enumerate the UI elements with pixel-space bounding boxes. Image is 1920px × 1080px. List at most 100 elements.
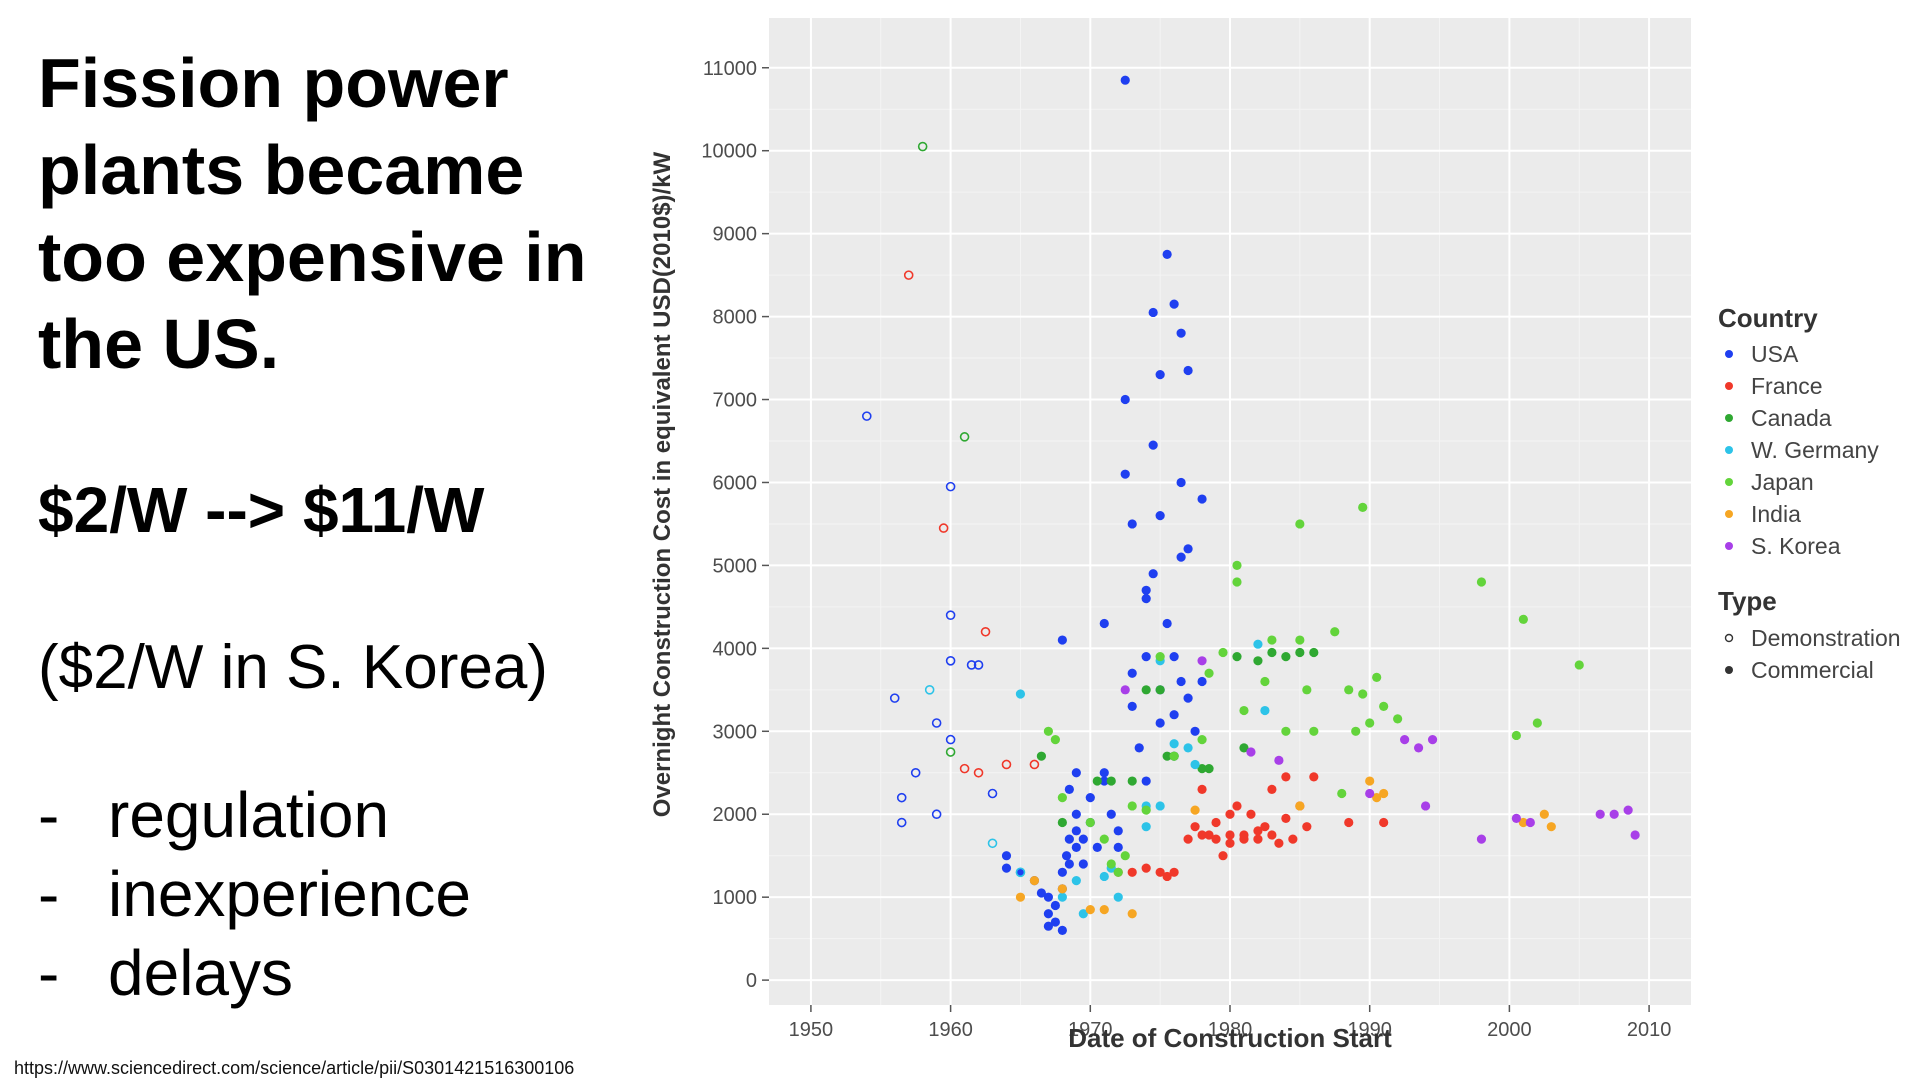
data-point-japan-commercial xyxy=(1574,660,1584,670)
data-point-s-korea-commercial xyxy=(1197,656,1207,666)
data-point-france-commercial xyxy=(1344,817,1354,828)
data-point-france-demonstration xyxy=(903,270,914,280)
data-point-india-commercial xyxy=(1518,817,1528,828)
data-point-usa-commercial xyxy=(1141,593,1151,604)
y-tick-label: 5000 xyxy=(713,555,758,577)
legend-type-title: Type xyxy=(1718,586,1777,616)
data-point-w-germany-commercial xyxy=(1190,759,1200,770)
data-point-japan-commercial xyxy=(1295,519,1305,529)
headline-line: the US. xyxy=(38,305,280,383)
legend-key-canada xyxy=(1725,414,1733,422)
data-point-france-commercial xyxy=(1183,834,1193,844)
data-point-usa-commercial xyxy=(1127,519,1137,529)
data-point-france-commercial xyxy=(1197,830,1207,840)
cost-change-text: $2/W --> $11/W xyxy=(38,474,485,546)
data-point-canada-commercial xyxy=(1197,764,1207,774)
data-point-france-demonstration xyxy=(959,763,970,774)
data-point-w-germany-commercial xyxy=(1078,909,1088,919)
data-point-s-korea-commercial xyxy=(1511,813,1521,823)
y-tick-label: 6000 xyxy=(713,472,758,494)
data-point-w-germany-demonstration xyxy=(987,838,998,849)
data-point-france-commercial xyxy=(1225,838,1235,848)
legend-key-commercial xyxy=(1725,666,1733,674)
data-point-usa-commercial xyxy=(1120,75,1130,85)
data-point-japan-commercial xyxy=(1281,726,1291,736)
data-point-usa-commercial xyxy=(1099,618,1109,629)
data-point-w-germany-commercial xyxy=(1113,892,1123,902)
reason-text: regulation xyxy=(108,779,390,851)
x-tick-label: 2000 xyxy=(1487,1019,1532,1041)
data-point-japan-commercial xyxy=(1169,751,1179,761)
headline-line: plants became xyxy=(38,131,525,209)
legend-label-usa: USA xyxy=(1751,341,1799,367)
data-point-japan-commercial xyxy=(1113,867,1123,877)
reason-text: inexperience xyxy=(108,858,471,930)
data-point-usa-commercial xyxy=(1001,851,1012,861)
slide-text-panel: Fission power plants became too expensiv… xyxy=(38,40,638,1013)
data-point-canada-commercial xyxy=(1281,652,1291,662)
data-point-canada-commercial xyxy=(1036,751,1047,761)
data-point-france-demonstration xyxy=(1001,759,1012,770)
data-point-w-germany-commercial xyxy=(1071,875,1081,886)
data-point-usa-commercial xyxy=(1085,793,1095,803)
data-point-usa-commercial xyxy=(1071,768,1081,778)
data-point-usa-commercial xyxy=(1057,635,1067,645)
data-point-usa-commercial xyxy=(1148,569,1158,579)
y-tick-label: 9000 xyxy=(713,224,758,246)
source-url[interactable]: https://www.sciencedirect.com/science/ar… xyxy=(14,1058,575,1078)
data-point-usa-demonstration xyxy=(945,734,956,745)
data-point-usa-commercial xyxy=(1092,842,1102,853)
data-point-usa-commercial xyxy=(1134,743,1144,753)
data-point-w-germany-commercial xyxy=(1141,822,1151,832)
data-point-usa-commercial xyxy=(1078,859,1088,869)
korea-cost-note: ($2/W in S. Korea) xyxy=(38,633,548,702)
data-point-india-commercial xyxy=(1099,905,1109,915)
list-item: - regulation xyxy=(38,776,638,855)
data-point-usa-commercial xyxy=(1036,888,1047,898)
legend-label-commercial: Commercial xyxy=(1751,657,1874,683)
data-point-india-commercial xyxy=(1372,793,1382,803)
data-point-japan-commercial xyxy=(1365,718,1375,728)
data-point-usa-commercial xyxy=(1162,618,1172,629)
y-tick-label: 4000 xyxy=(713,638,758,660)
data-point-france-commercial xyxy=(1253,834,1263,844)
data-point-usa-commercial xyxy=(1197,494,1207,504)
data-point-france-commercial xyxy=(1267,784,1277,794)
data-point-canada-commercial xyxy=(1267,647,1277,658)
data-point-japan-commercial xyxy=(1106,859,1116,869)
data-point-japan-commercial xyxy=(1057,793,1067,803)
data-point-japan-commercial xyxy=(1344,685,1354,695)
data-point-japan-commercial xyxy=(1050,734,1060,745)
data-point-usa-commercial xyxy=(1057,925,1067,935)
y-tick-label: 10000 xyxy=(701,141,757,163)
data-point-usa-demonstration xyxy=(931,809,942,820)
data-point-india-commercial xyxy=(1190,805,1200,815)
y-tick-label: 1000 xyxy=(713,887,758,909)
data-point-usa-commercial xyxy=(1071,842,1081,853)
data-point-usa-commercial xyxy=(1015,867,1026,877)
data-point-france-commercial xyxy=(1260,822,1270,832)
scatter-chart: 1950 1960 1970 1980 1990 2000 2010 0 1000 2000 300… xyxy=(649,18,1901,1053)
data-point-india-commercial xyxy=(1546,822,1556,832)
bullet-dash: - xyxy=(38,779,60,851)
data-point-usa-demonstration xyxy=(945,610,956,620)
data-point-japan-commercial xyxy=(1232,560,1242,571)
data-point-usa-demonstration xyxy=(973,660,984,670)
x-tick-label: 1960 xyxy=(928,1019,973,1041)
data-point-usa-demonstration xyxy=(931,718,942,728)
data-point-france-commercial xyxy=(1225,809,1235,819)
data-point-france-commercial xyxy=(1253,826,1263,836)
grid-lines xyxy=(769,18,1691,1005)
data-point-france-demonstration xyxy=(980,626,991,637)
data-point-s-korea-commercial xyxy=(1630,830,1640,840)
y-tick-label: 7000 xyxy=(713,390,758,412)
data-point-japan-commercial xyxy=(1518,614,1528,624)
data-point-usa-commercial xyxy=(1183,544,1193,554)
data-point-usa-commercial xyxy=(1141,776,1151,786)
data-point-france-commercial xyxy=(1239,830,1249,840)
data-point-usa-commercial xyxy=(1050,917,1060,927)
legend-label-france: France xyxy=(1751,373,1823,399)
headline-line: Fission power xyxy=(38,44,509,122)
data-point-usa-commercial xyxy=(1148,440,1158,450)
data-point-france-commercial xyxy=(1232,801,1242,811)
